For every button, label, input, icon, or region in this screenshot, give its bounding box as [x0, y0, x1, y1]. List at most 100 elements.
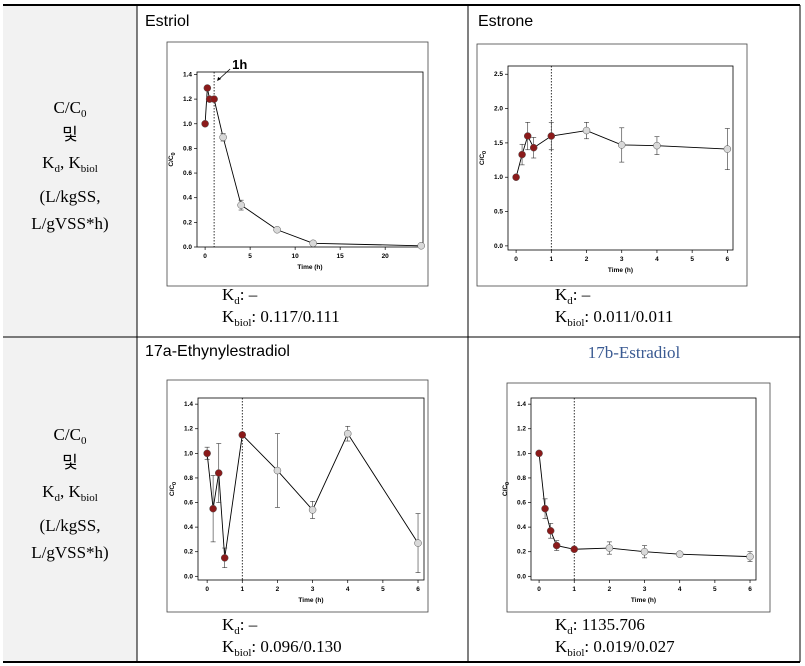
data-point — [414, 539, 422, 547]
data-point — [617, 141, 626, 149]
y-tick-label: 1.2 — [184, 426, 193, 433]
y-tick-label: 0.0 — [184, 573, 193, 580]
text-line: Kbiol: 0.019/0.027 — [555, 637, 675, 659]
text-line: L/gVSS*h) — [31, 214, 108, 233]
subscript: biol — [234, 317, 251, 329]
text-segment: , K — [60, 482, 82, 501]
y-label-sub: 0 — [172, 482, 178, 485]
x-tick-label: 1 — [572, 586, 576, 593]
text-line: Kbiol: 0.011/0.011 — [555, 307, 673, 329]
text-segment: K — [42, 482, 55, 501]
text-segment: : – — [240, 615, 258, 634]
data-point — [308, 506, 317, 514]
x-tick-label: 3 — [620, 256, 624, 263]
text-line: Kd, Kbiol — [42, 153, 98, 175]
text-segment: : 0.011/0.011 — [584, 307, 673, 326]
x-axis-label: Time (h) — [608, 267, 633, 274]
subscript: d — [567, 625, 573, 637]
text-segment: K — [222, 307, 235, 326]
x-tick-label: 20 — [382, 253, 390, 260]
text-segment: : 0.019/0.027 — [584, 637, 675, 656]
x-tick-label: 4 — [346, 586, 350, 593]
text-line: Kd: – — [222, 615, 258, 637]
text-segment: K — [42, 153, 55, 172]
y-tick-label: 1.0 — [184, 450, 193, 457]
x-tick-label: 5 — [690, 256, 694, 263]
data-point — [417, 242, 425, 250]
data-point — [209, 504, 217, 513]
subscript: biol — [81, 163, 98, 175]
subscript: d — [234, 295, 240, 307]
x-tick-label: 6 — [416, 586, 420, 593]
data-point — [214, 469, 223, 477]
data-point — [238, 431, 247, 439]
text-segment: 및 — [62, 453, 78, 472]
data-point — [653, 141, 661, 150]
data-point — [201, 120, 209, 128]
subscript: biol — [567, 317, 584, 329]
text-line: Kbiol: 0.096/0.130 — [222, 637, 342, 659]
arrow-head — [217, 77, 222, 81]
text-line: Kbiol: 0.117/0.111 — [222, 307, 340, 329]
y-tick-label: 0.0 — [517, 573, 526, 580]
y-tick-label: 0.5 — [494, 209, 503, 216]
text-segment: 및 — [62, 125, 78, 144]
data-point — [523, 132, 532, 140]
data-point — [203, 449, 211, 458]
text-segment: : 0.117/0.111 — [251, 307, 339, 326]
x-tick-label: 5 — [713, 586, 717, 593]
text-line: 및 — [62, 125, 78, 144]
text-line: Kd: 1135.706 — [555, 615, 645, 637]
y-tick-label: 2.5 — [494, 71, 503, 78]
x-tick-label: 4 — [655, 256, 659, 263]
y-tick-label: 0.2 — [183, 219, 192, 226]
plot-area — [530, 397, 757, 581]
data-point — [273, 466, 282, 475]
x-tick-label: 2 — [276, 586, 280, 593]
cell-title: Estriol — [145, 13, 189, 30]
y-tick-label: 1.2 — [517, 426, 526, 433]
y-tick-label: 0.8 — [517, 475, 526, 482]
plot-area — [197, 397, 425, 581]
data-point — [529, 143, 538, 152]
y-tick-label: 2.0 — [494, 106, 503, 113]
data-point — [219, 133, 227, 142]
x-axis-label: Time (h) — [297, 264, 322, 271]
chart-frame — [506, 382, 771, 613]
text-line: (L/kgSS, — [40, 516, 101, 535]
subscript: biol — [567, 647, 584, 659]
y-tick-label: 1.4 — [184, 401, 193, 408]
y-tick-label: 1.4 — [517, 401, 526, 408]
text-segment: : – — [240, 285, 258, 304]
data-point — [535, 449, 543, 458]
y-label-sub: 0 — [482, 151, 488, 154]
plot-area — [196, 71, 424, 248]
y-tick-label: 0.8 — [183, 145, 192, 152]
subscript: d — [54, 163, 60, 175]
subscript: d — [234, 625, 240, 637]
data-point — [273, 225, 281, 234]
subscript: d — [54, 492, 60, 504]
y-tick-label: 1.4 — [183, 71, 192, 78]
x-tick-label: 4 — [678, 586, 682, 593]
subscript: biol — [81, 492, 98, 504]
text-segment: , K — [60, 153, 82, 172]
text-segment: K — [555, 615, 568, 634]
y-axis-label: C/C0 — [169, 482, 178, 496]
y-label-main: C/C — [479, 154, 486, 166]
text-line: C/C0 — [54, 98, 87, 120]
x-tick-label: 0 — [537, 586, 541, 593]
data-point — [309, 239, 317, 248]
x-tick-label: 5 — [381, 586, 385, 593]
x-tick-label: 6 — [748, 586, 752, 593]
x-tick-label: 2 — [585, 256, 589, 263]
data-point — [723, 145, 732, 153]
y-tick-label: 0.4 — [183, 195, 192, 202]
y-tick-label: 1.0 — [494, 174, 503, 181]
chart-frame — [166, 41, 429, 287]
text-segment: K — [555, 637, 568, 656]
x-tick-label: 0 — [203, 253, 207, 260]
y-label-main: C/C — [502, 485, 509, 497]
text-segment: (L/kgSS, — [40, 187, 101, 206]
data-point — [237, 201, 245, 209]
